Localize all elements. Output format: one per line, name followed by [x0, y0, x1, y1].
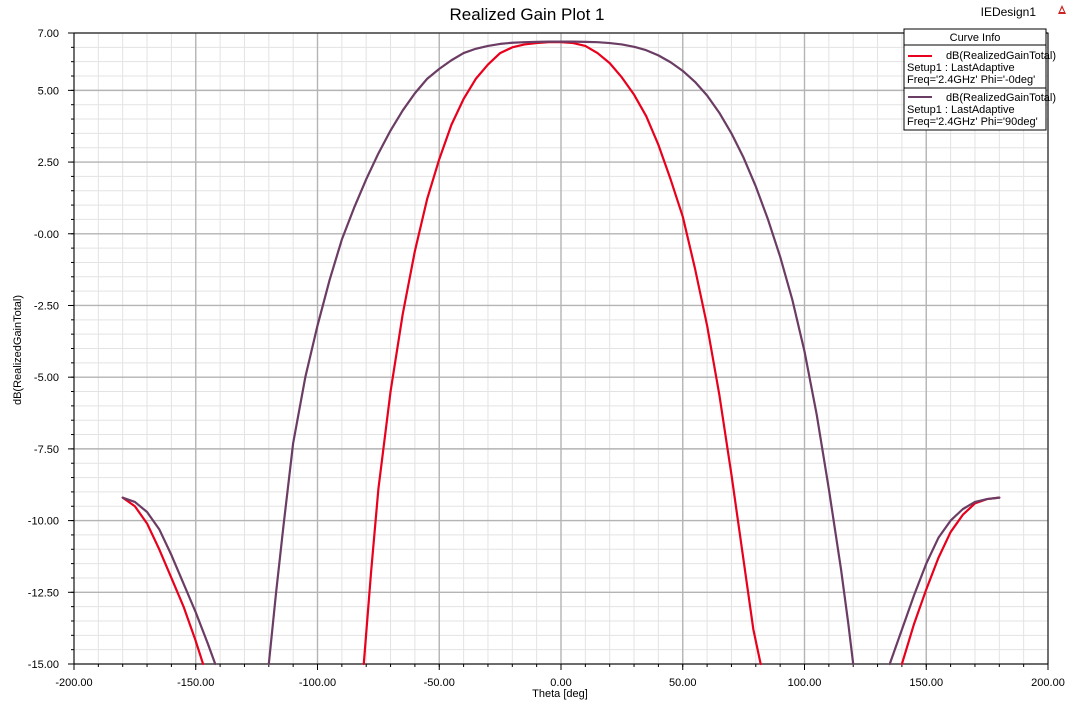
y-tick-label: 2.50 [38, 157, 59, 169]
x-tick-label: -150.00 [177, 677, 214, 689]
legend-series-0-params: Freq='2.4GHz' Phi='-0deg' [907, 74, 1035, 86]
y-tick-label: 5.00 [38, 85, 59, 97]
y-tick-label: 7.00 [38, 28, 59, 40]
y-tick-label: -2.50 [34, 300, 59, 312]
x-tick-label: 0.00 [550, 677, 571, 689]
y-tick-labels: 7.00 5.00 2.50 -0.00 -2.50 -5.00 -7.50 -10.00 -1… [28, 28, 59, 671]
legend-box [903, 28, 1047, 131]
x-tick-label: 150.00 [909, 677, 943, 689]
y-tick-label: -5.00 [34, 372, 59, 384]
x-tick-labels: -200.00 -150.00 -100.00 -50.00 0.00 50.00 100.… [55, 677, 1064, 689]
y-tick-label: -15.00 [28, 659, 59, 671]
y-tick-label: -10.00 [28, 516, 59, 528]
legend[interactable]: Curve Info dB(RealizedGainTotal) Setup1 … [903, 28, 1056, 131]
logo-icon [1058, 5, 1066, 14]
chart-title: Realized Gain Plot 1 [450, 5, 605, 24]
design-name: IEDesign1 [981, 5, 1037, 19]
x-tick-label: -100.00 [299, 677, 336, 689]
series-lines [121, 40, 1001, 666]
legend-series-0-setup: Setup1 : LastAdaptive [907, 62, 1015, 74]
x-tick-label: 50.00 [669, 677, 697, 689]
series-1-line [888, 496, 1001, 666]
y-tick-label: -12.50 [28, 587, 59, 599]
series-0-line [362, 41, 762, 666]
series-0-line [121, 496, 205, 666]
x-tick-label: -50.00 [424, 677, 455, 689]
legend-series-1-setup: Setup1 : LastAdaptive [907, 104, 1015, 116]
y-tick-label: -0.00 [34, 229, 59, 241]
x-axis-label: Theta [deg] [532, 688, 588, 700]
x-tick-label: 200.00 [1031, 677, 1065, 689]
y-axis-label: dB(RealizedGainTotal) [12, 295, 24, 405]
y-tick-label: -7.50 [34, 444, 59, 456]
legend-series-1-name: dB(RealizedGainTotal) [946, 92, 1056, 104]
axis-ticks [68, 32, 1049, 670]
legend-series-0-name: dB(RealizedGainTotal) [946, 50, 1056, 62]
series-1-line [267, 40, 855, 666]
legend-series-1-params: Freq='2.4GHz' Phi='90deg' [907, 116, 1038, 128]
legend-title: Curve Info [950, 32, 1001, 44]
x-tick-label: -200.00 [55, 677, 92, 689]
series-1-line [121, 496, 217, 666]
x-tick-label: 100.00 [788, 677, 822, 689]
